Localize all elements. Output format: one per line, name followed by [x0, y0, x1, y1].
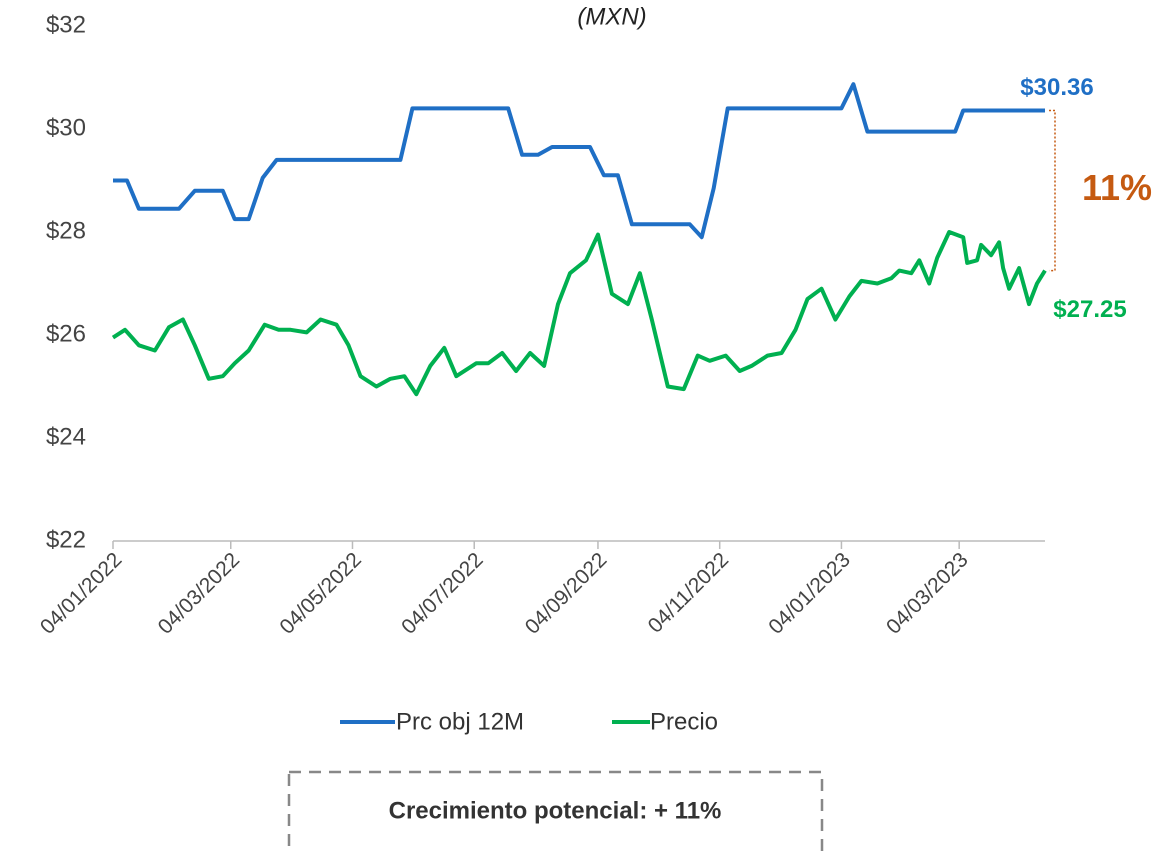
y-tick-label: $24 — [46, 423, 86, 450]
x-tick-label: 04/11/2022 — [644, 548, 733, 637]
value-label: $30.36 — [1020, 74, 1093, 101]
y-tick-label: $22 — [46, 526, 86, 553]
x-tick-label: 04/09/2022 — [521, 548, 612, 639]
x-tick-label: 04/01/2023 — [764, 548, 855, 639]
legend-label: Prc obj 12M — [396, 708, 524, 735]
line — [111, 230, 1047, 397]
chart-subtitle: (MXN) — [577, 3, 646, 30]
y-tick-label: $30 — [46, 114, 86, 141]
y-tick-label: $26 — [46, 320, 86, 347]
note: Crecimiento potencial: + 11% — [389, 797, 722, 824]
y-tick-label: $32 — [46, 11, 86, 38]
upside-bracket — [1049, 109, 1056, 272]
x-tick-label: 04/01/2022 — [36, 548, 127, 639]
upside-label: 11% — [1082, 167, 1152, 208]
y-tick-label: $28 — [46, 217, 86, 244]
x-tick-label: 04/05/2022 — [275, 548, 366, 639]
x-tick-label: 04/07/2022 — [397, 548, 488, 639]
legend-label: Precio — [650, 708, 718, 735]
x-tick-label: 04/03/2022 — [154, 548, 245, 639]
line — [113, 82, 1045, 240]
note-box — [287, 770, 824, 852]
x-tick-label: 04/03/2023 — [882, 548, 973, 639]
value-label: $27.25 — [1053, 296, 1126, 323]
